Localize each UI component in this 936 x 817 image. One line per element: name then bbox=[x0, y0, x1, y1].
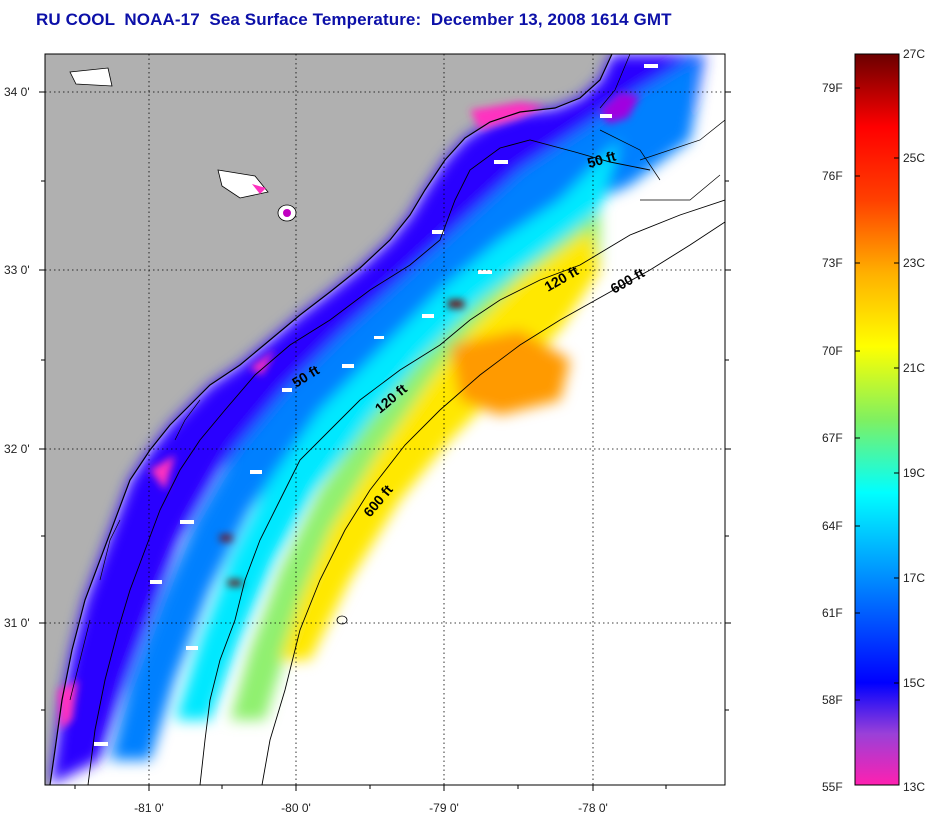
graticule bbox=[45, 54, 725, 785]
tick-marks bbox=[39, 91, 731, 791]
colorbar-ticks bbox=[855, 53, 899, 701]
isobath-120ft bbox=[199, 199, 725, 785]
colorbar-label-73f: 73F bbox=[822, 256, 843, 270]
colorbar-label-21c: 21C bbox=[903, 361, 926, 375]
colorbar-label-67f: 67F bbox=[822, 431, 843, 445]
colorbar-label-61f: 61F bbox=[822, 606, 843, 620]
colorbar-label-27c: 27C bbox=[903, 47, 926, 61]
isobath-label-50ft-north: 50 ft bbox=[585, 147, 617, 170]
lon-label-78: -78 0' bbox=[578, 801, 608, 815]
colorbar-label-25c: 25C bbox=[903, 151, 926, 165]
land-mass bbox=[45, 54, 612, 785]
colorbar-label-55f: 55F bbox=[822, 780, 843, 794]
lon-label-81: -81 0' bbox=[134, 801, 164, 815]
map-frame bbox=[44, 53, 726, 786]
colorbar-label-13c: 13C bbox=[903, 780, 926, 794]
colorbar bbox=[854, 53, 900, 786]
coastline bbox=[49, 54, 613, 785]
colorbar-label-79f: 79F bbox=[822, 81, 843, 95]
colorbar-label-70f: 70F bbox=[822, 344, 843, 358]
lat-label-32: 32 0' bbox=[4, 442, 30, 456]
lon-label-79: -79 0' bbox=[429, 801, 459, 815]
sst-field bbox=[50, 54, 705, 785]
inland-features bbox=[69, 67, 297, 222]
lat-label-31: 31 0' bbox=[4, 616, 30, 630]
isobath-50ft bbox=[87, 139, 651, 785]
lat-label-33: 33 0' bbox=[4, 263, 30, 277]
map-title: RU COOL NOAA-17 Sea Surface Temperature:… bbox=[36, 10, 672, 29]
lat-label-34: 34 0' bbox=[4, 85, 30, 99]
seamount-contour bbox=[336, 615, 348, 625]
map-area bbox=[45, 54, 725, 785]
colorbar-label-15c: 15C bbox=[903, 676, 926, 690]
data-gap-marks bbox=[94, 64, 658, 746]
coastline-inner bbox=[69, 54, 725, 701]
colorbar-label-76f: 76F bbox=[822, 169, 843, 183]
lon-label-80: -80 0' bbox=[281, 801, 311, 815]
colorbar-label-19c: 19C bbox=[903, 466, 926, 480]
colorbar-label-17c: 17C bbox=[903, 571, 926, 585]
colorbar-label-23c: 23C bbox=[903, 256, 926, 270]
isobath-600ft bbox=[261, 221, 725, 785]
colorbar-label-58f: 58F bbox=[822, 693, 843, 707]
colorbar-label-64f: 64F bbox=[822, 519, 843, 533]
